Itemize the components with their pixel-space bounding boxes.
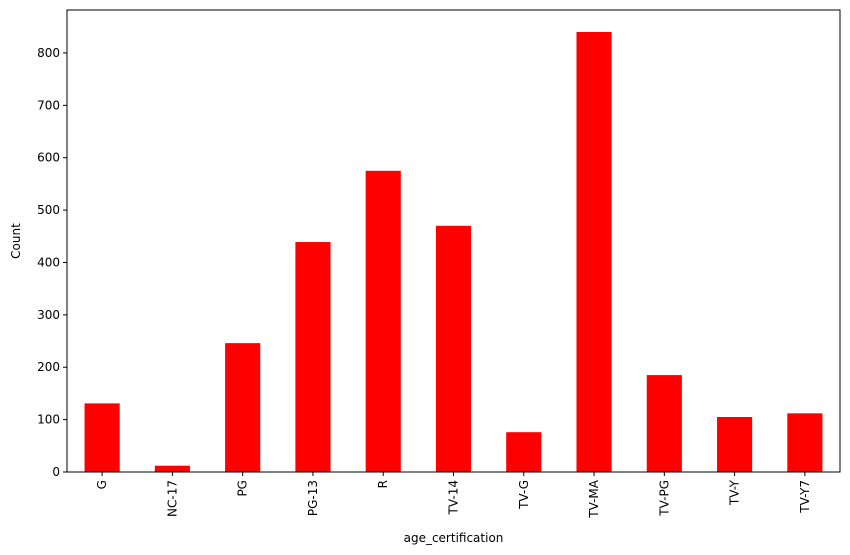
x-tick-label: TV-Y7 [798, 480, 812, 514]
y-tick-label: 200 [37, 360, 60, 374]
plot-frame [66, 9, 841, 473]
x-tick-label: R [376, 480, 390, 488]
x-axis: G NC-17 PG PG-13 R TV-14 TV-G TV-MA TV-PG TV-Y TV-… [95, 472, 812, 519]
x-tick-label: TV-Y [728, 479, 742, 506]
bar-tv-ma [576, 32, 612, 472]
y-tick-label: 400 [37, 255, 60, 269]
x-tick-label: TV-MA [587, 479, 601, 519]
x-tick-label: PG [236, 480, 250, 497]
bar-tv-pg [646, 375, 682, 472]
bar-g [84, 403, 120, 472]
y-tick-label: 800 [37, 46, 60, 60]
x-tick-label: TV-G [517, 480, 531, 510]
bar-r [365, 170, 401, 473]
x-axis-label: age_certification [404, 531, 504, 545]
bar-tv-y [717, 417, 753, 472]
bar-tv-14 [435, 225, 472, 472]
y-tick-label: 500 [37, 203, 60, 217]
x-tick-label: PG-13 [306, 480, 320, 516]
bar-pg [225, 343, 261, 472]
x-tick-label: G [95, 480, 109, 489]
y-tick-label: 100 [37, 413, 60, 427]
y-tick-label: 300 [37, 308, 60, 322]
y-axis: 0 100 200 300 400 500 600 700 800 [37, 46, 67, 479]
y-tick-label: 0 [52, 465, 60, 479]
bar-pg-13 [295, 242, 331, 472]
y-tick-label: 600 [37, 151, 60, 165]
y-tick-label: 700 [37, 98, 60, 112]
bars-group [84, 32, 823, 473]
y-axis-label: Count [9, 223, 23, 259]
bar-tv-g [506, 432, 542, 472]
x-tick-label: NC-17 [165, 480, 179, 517]
x-tick-label: TV-PG [657, 480, 671, 517]
x-tick-label: TV-14 [447, 480, 461, 515]
bar-nc-17 [154, 465, 190, 472]
bar-tv-y7 [787, 413, 823, 472]
